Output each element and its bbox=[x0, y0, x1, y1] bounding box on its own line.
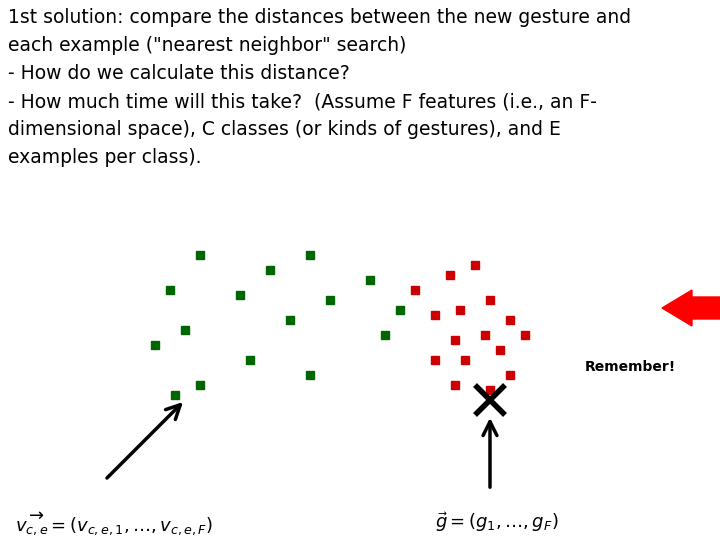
Text: $\overrightarrow{v_{c,e}} = (v_{c,e,1}, \ldots, v_{c,e,F})$: $\overrightarrow{v_{c,e}} = (v_{c,e,1}, … bbox=[15, 510, 213, 537]
FancyArrow shape bbox=[662, 290, 720, 326]
Text: - How do we calculate this distance?: - How do we calculate this distance? bbox=[8, 64, 350, 83]
Text: $\vec{g} = (g_1, \ldots, g_F)$: $\vec{g} = (g_1, \ldots, g_F)$ bbox=[435, 510, 559, 534]
Text: 1st solution: compare the distances between the new gesture and: 1st solution: compare the distances betw… bbox=[8, 8, 631, 27]
Text: examples per class).: examples per class). bbox=[8, 148, 202, 167]
Text: - How much time will this take?  (Assume F features (i.e., an F-: - How much time will this take? (Assume … bbox=[8, 92, 597, 111]
Text: Remember!: Remember! bbox=[585, 360, 675, 374]
Text: each example ("nearest neighbor" search): each example ("nearest neighbor" search) bbox=[8, 36, 406, 55]
Text: dimensional space), C classes (or kinds of gestures), and E: dimensional space), C classes (or kinds … bbox=[8, 120, 561, 139]
